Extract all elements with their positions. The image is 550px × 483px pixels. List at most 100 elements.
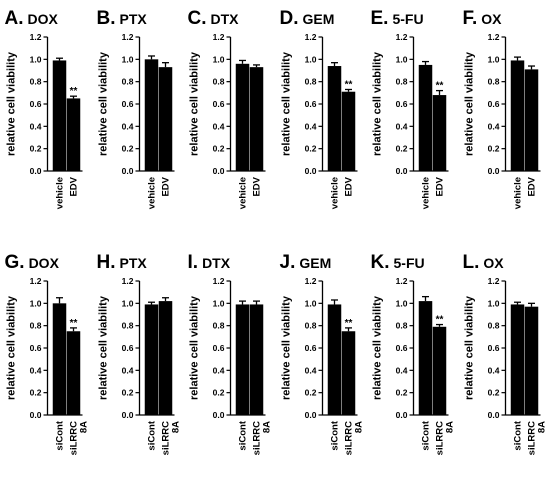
bar	[327, 304, 342, 415]
y-tick-label: 1.0	[488, 298, 500, 308]
panel-a: A. DOX relative cell viability 0.0 0.2 0.4 0.6…	[5, 8, 83, 209]
panel-drug: DOX	[29, 255, 60, 271]
x-category-label: vehicle	[55, 177, 66, 209]
panel-title: E. 5-FU	[371, 8, 424, 29]
y-axis-label: relative cell viability	[372, 295, 384, 400]
y-tick-label: 1.0	[213, 54, 225, 64]
y-tick-label: 1.0	[122, 298, 134, 308]
panel-drug: DTX	[211, 11, 240, 27]
y-tick-label: 0.6	[305, 343, 317, 353]
panel-drug: GEM	[299, 255, 331, 271]
y-tick-label: 1.0	[488, 54, 500, 64]
y-tick-label: 0.0	[213, 410, 225, 420]
y-tick-label: 1.2	[30, 32, 42, 42]
y-axis-label: relative cell viability	[281, 295, 293, 400]
bar	[341, 331, 356, 415]
bar	[432, 95, 447, 171]
y-tick-label: 0.4	[305, 365, 317, 375]
y-tick-label: 0.8	[305, 77, 317, 87]
panel-drug: 5-FU	[392, 11, 423, 27]
y-tick-label: 0.6	[396, 99, 408, 109]
y-tick-label: 0.2	[30, 144, 42, 154]
panel-letter: H.	[97, 252, 116, 273]
y-axis-label: relative cell viability	[98, 295, 110, 400]
y-tick-label: 1.0	[122, 54, 134, 64]
y-tick-label: 1.2	[305, 276, 317, 286]
panel-letter: I.	[188, 252, 199, 273]
bar	[510, 60, 525, 172]
y-tick-label: 1.2	[488, 276, 500, 286]
x-category-label: 8A	[171, 421, 182, 433]
y-tick-label: 0.6	[122, 99, 134, 109]
panel-letter: B.	[97, 8, 116, 29]
y-tick-label: 0.0	[396, 166, 408, 176]
bar	[524, 306, 539, 415]
panel-drug: OX	[481, 11, 502, 27]
bar	[144, 59, 159, 172]
panel-i: I. DTX relative cell viability 0.0 0.2 0.4 0.6…	[188, 252, 273, 455]
bar	[432, 326, 447, 415]
y-tick-label: 0.8	[213, 77, 225, 87]
bar	[52, 303, 67, 415]
bar	[235, 63, 250, 171]
bar	[235, 304, 250, 415]
x-category-label: siCont	[330, 420, 341, 450]
panel-h: H. PTX relative cell viability 0.0 0.2 0.4 0.6…	[97, 252, 182, 455]
bar	[249, 67, 264, 171]
y-tick-label: 1.2	[213, 276, 225, 286]
y-tick-label: 0.8	[122, 321, 134, 331]
y-axis-label: relative cell viability	[189, 51, 201, 156]
significance-marker: **	[345, 79, 353, 90]
panel-drug: 5-FU	[394, 255, 425, 271]
y-tick-label: 0.6	[305, 99, 317, 109]
y-axis-label: relative cell viability	[6, 51, 18, 156]
y-tick-label: 0.8	[396, 321, 408, 331]
y-tick-label: 0.0	[305, 166, 317, 176]
x-category-label: siCont	[147, 420, 158, 450]
y-tick-label: 0.4	[122, 365, 134, 375]
y-tick-label: 0.0	[30, 410, 42, 420]
y-tick-label: 0.2	[396, 144, 408, 154]
panel-j: J. GEM relative cell viability 0.0 0.2 0.4 0.6…	[280, 252, 365, 455]
x-category-label: siLRRC	[435, 421, 446, 455]
x-category-label: siCont	[513, 420, 524, 450]
panel-letter: C.	[188, 8, 207, 29]
y-tick-label: 0.0	[488, 166, 500, 176]
y-tick-label: 1.0	[30, 298, 42, 308]
y-tick-label: 0.2	[30, 388, 42, 398]
y-tick-label: 0.8	[30, 77, 42, 87]
y-tick-label: 1.0	[305, 298, 317, 308]
y-tick-label: 0.6	[396, 343, 408, 353]
y-tick-label: 1.2	[30, 276, 42, 286]
y-axis-label: relative cell viability	[464, 295, 476, 400]
y-tick-label: 0.4	[488, 121, 500, 131]
x-category-label: EDV	[161, 176, 172, 196]
y-tick-label: 0.0	[488, 410, 500, 420]
panel-drug: GEM	[303, 11, 335, 27]
x-category-label: 8A	[262, 421, 273, 433]
bar	[418, 301, 433, 415]
panel-title: K. 5-FU	[371, 252, 425, 273]
y-tick-label: 0.2	[213, 388, 225, 398]
x-category-label: siLRRC	[252, 421, 263, 455]
bar	[66, 331, 81, 415]
panel-drug: DTX	[202, 255, 231, 271]
y-tick-label: 1.0	[396, 54, 408, 64]
panel-letter: K.	[371, 252, 390, 273]
x-category-label: EDV	[344, 176, 355, 196]
panel-title: A. DOX	[5, 8, 59, 29]
panel-drug: PTX	[120, 11, 148, 27]
y-tick-label: 0.4	[305, 121, 317, 131]
x-category-label: 8A	[445, 421, 456, 433]
y-tick-label: 0.2	[122, 144, 134, 154]
y-axis-label: relative cell viability	[189, 295, 201, 400]
x-category-label: 8A	[537, 421, 548, 433]
y-tick-label: 1.2	[122, 276, 134, 286]
bar	[510, 304, 525, 415]
bar	[158, 301, 173, 415]
panel-title: L. OX	[463, 252, 505, 273]
x-category-label: siLRRC	[527, 421, 538, 455]
y-axis-label: relative cell viability	[372, 51, 384, 156]
panel-drug: DOX	[28, 11, 59, 27]
panel-title: I. DTX	[188, 252, 231, 273]
